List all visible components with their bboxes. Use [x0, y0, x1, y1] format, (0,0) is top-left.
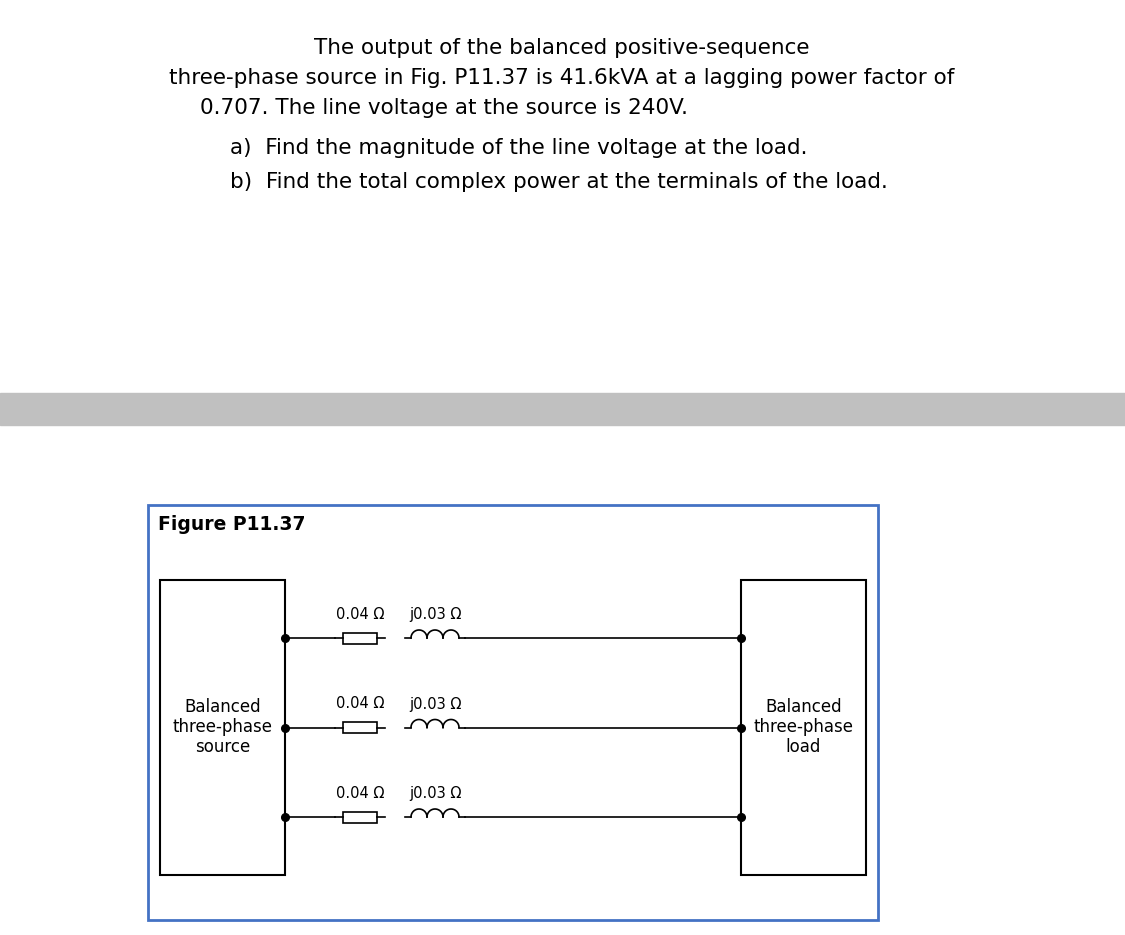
Text: j0.03 Ω: j0.03 Ω [408, 607, 461, 622]
Text: three-phase source in Fig. P11.37 is 41.6kVA at a lagging power factor of: three-phase source in Fig. P11.37 is 41.… [169, 68, 955, 88]
Text: three-phase: three-phase [754, 718, 854, 737]
Text: 0.707. The line voltage at the source is 240V.: 0.707. The line voltage at the source is… [200, 98, 688, 118]
Text: source: source [195, 739, 250, 756]
Text: The output of the balanced positive-sequence: The output of the balanced positive-sequ… [314, 38, 810, 58]
Text: Balanced: Balanced [765, 698, 842, 716]
Text: Balanced: Balanced [184, 698, 261, 716]
Bar [343, 812, 377, 823]
Text: 0.04 Ω: 0.04 Ω [335, 786, 385, 801]
Text: a)  Find the magnitude of the line voltage at the load.: a) Find the magnitude of the line voltag… [229, 138, 808, 158]
Bar [343, 632, 377, 643]
Bar [0, 393, 1125, 425]
Text: 0.04 Ω: 0.04 Ω [335, 697, 385, 712]
Bar [343, 722, 377, 733]
Text: 0.04 Ω: 0.04 Ω [335, 607, 385, 622]
Text: b)  Find the total complex power at the terminals of the load.: b) Find the total complex power at the t… [229, 172, 888, 192]
Text: three-phase: three-phase [172, 718, 272, 737]
Bar [160, 580, 285, 875]
Bar [741, 580, 866, 875]
Bar [148, 505, 878, 920]
Text: j0.03 Ω: j0.03 Ω [408, 786, 461, 801]
Text: j0.03 Ω: j0.03 Ω [408, 697, 461, 712]
Text: Figure P11.37: Figure P11.37 [158, 515, 306, 534]
Text: load: load [785, 739, 821, 756]
